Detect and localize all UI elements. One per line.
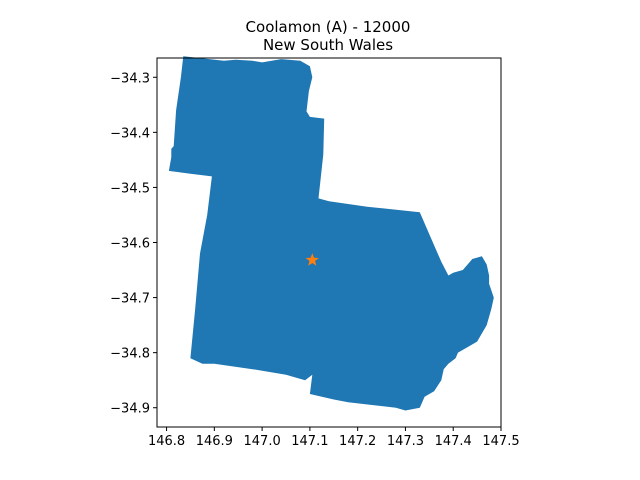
plot-area [156,56,502,428]
chart-title-line-2: New South Wales [263,36,393,54]
y-tick-label: −34.7 [110,292,150,307]
y-tick-label: −34.9 [110,402,150,417]
y-tick-label: −34.6 [110,237,150,252]
x-tick-label: 147.0 [244,434,281,449]
y-tick-label: −34.5 [110,181,150,196]
location-star-marker [305,253,319,266]
x-tick-label: 147.2 [339,434,376,449]
x-tick-label: 147.1 [291,434,328,449]
chart-title-line-1: Coolamon (A) - 12000 [246,18,411,36]
x-tick-label: 147.5 [482,434,519,449]
x-tick-label: 146.8 [148,434,185,449]
y-tick-label: −34.4 [110,126,150,141]
y-tick-label: −34.3 [110,71,150,86]
x-tick-label: 147.3 [387,434,424,449]
y-axis: −34.3 −34.4 −34.5 −34.6 −34.7 −34.8 −34.9 [110,71,157,417]
y-tick-label: −34.8 [110,347,150,362]
x-tick-label: 147.4 [435,434,472,449]
x-axis: 146.8 146.9 147.0 147.1 147.2 147.3 147.4 147.5 [148,427,520,449]
region-polygon [168,56,494,411]
x-tick-label: 146.9 [196,434,233,449]
